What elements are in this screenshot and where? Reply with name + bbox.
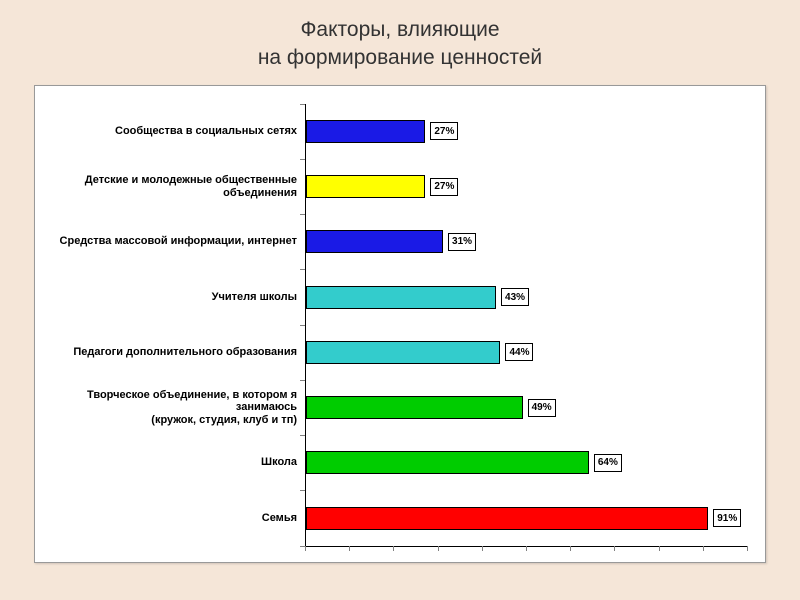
x-tick [703, 546, 704, 551]
bar [306, 341, 500, 364]
x-tick [570, 546, 571, 551]
category-label: Творческое объединение, в котором язаним… [41, 389, 297, 427]
bar [306, 175, 425, 198]
x-tick [305, 546, 306, 551]
y-tick [300, 490, 305, 491]
category-label: Средства массовой информации, интернет [41, 235, 297, 248]
value-label: 43% [501, 288, 529, 306]
y-tick [300, 269, 305, 270]
category-label: Школа [41, 456, 297, 469]
value-label: 91% [713, 509, 741, 527]
bar [306, 451, 589, 474]
y-tick [300, 435, 305, 436]
y-axis [305, 104, 306, 546]
y-tick [300, 325, 305, 326]
title-line2: на формирование ценностей [258, 44, 542, 72]
chart-title: Факторы, влияющиена формирование ценност… [258, 16, 542, 73]
bar [306, 230, 443, 253]
y-tick [300, 214, 305, 215]
value-label: 64% [594, 454, 622, 472]
y-tick [300, 380, 305, 381]
bar [306, 120, 425, 143]
bar [306, 396, 523, 419]
x-tick [659, 546, 660, 551]
y-tick [300, 546, 305, 547]
category-label: Семья [41, 512, 297, 525]
category-label: Учителя школы [41, 291, 297, 304]
title-line1: Факторы, влияющие [258, 16, 542, 44]
x-tick [614, 546, 615, 551]
chart-box: Сообщества в социальных сетях 27% Детские … [34, 85, 766, 563]
x-tick [747, 546, 748, 551]
value-label: 31% [448, 233, 476, 251]
value-label: 27% [430, 122, 458, 140]
bar [306, 507, 708, 530]
bar [306, 286, 496, 309]
category-label: Детские и молодежные общественныеобъедин… [41, 174, 297, 199]
x-tick [526, 546, 527, 551]
value-label: 44% [505, 343, 533, 361]
page-container: Факторы, влияющиена формирование ценност… [0, 0, 800, 600]
y-tick [300, 159, 305, 160]
x-tick [349, 546, 350, 551]
value-label: 27% [430, 178, 458, 196]
category-label: Сообщества в социальных сетях [41, 125, 297, 138]
x-tick [438, 546, 439, 551]
y-tick [300, 104, 305, 105]
x-tick [393, 546, 394, 551]
x-tick [482, 546, 483, 551]
category-label: Педагоги дополнительного образования [41, 346, 297, 359]
value-label: 49% [528, 399, 556, 417]
